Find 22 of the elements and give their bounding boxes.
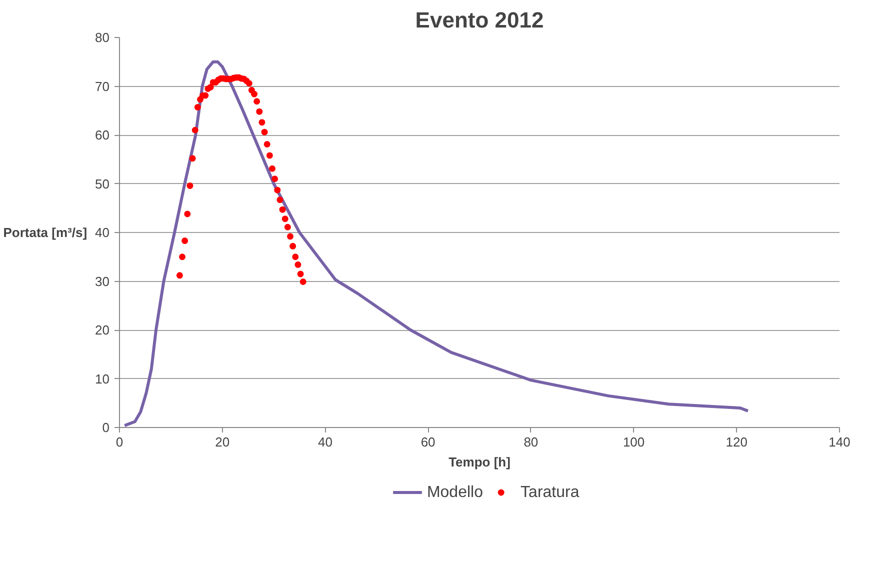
y-tick-label: 10 (95, 371, 110, 386)
x-tick-label: 100 (622, 434, 645, 450)
x-tick-label: 140 (828, 434, 850, 450)
legend-label: Modello (426, 484, 484, 501)
y-tick-label: 0 (102, 420, 110, 435)
legend-label: Taratura (520, 484, 580, 501)
chart-title: Evento 2012 (415, 8, 544, 32)
y-tick-label: 30 (95, 274, 110, 289)
x-tick-label: 40 (318, 434, 332, 450)
y-tick-label: 50 (95, 176, 110, 192)
y-tick-label: 70 (95, 78, 110, 94)
x-tick-label: 60 (420, 434, 436, 450)
y-tick-label: 20 (95, 322, 110, 338)
y-tick-label: 60 (95, 128, 110, 142)
x-tick-label: 0 (116, 434, 124, 450)
y-tick-label: 80 (95, 30, 110, 45)
x-tick-label: 80 (524, 434, 538, 450)
x-axis-title: Tempo [h] (448, 454, 510, 470)
y-axis-title: Portata [m³/s] (3, 225, 88, 240)
y-tick-label: 40 (95, 225, 110, 240)
x-tick-label: 20 (215, 434, 230, 450)
x-tick-label: 120 (726, 434, 748, 450)
